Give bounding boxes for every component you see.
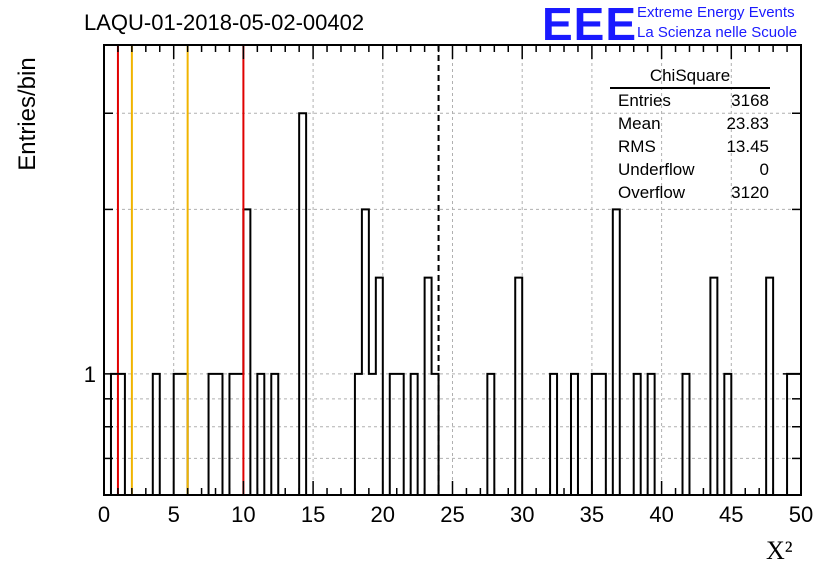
stats-value: 0 bbox=[759, 160, 769, 179]
histogram-bin bbox=[634, 374, 641, 495]
stats-value: 3120 bbox=[731, 183, 769, 202]
stats-row-entries: Entries 3168 bbox=[610, 89, 778, 112]
histogram-bin bbox=[209, 374, 216, 495]
x-tick-label: 10 bbox=[231, 502, 255, 527]
x-tick-label: 0 bbox=[98, 502, 110, 527]
histogram-bin bbox=[236, 374, 243, 495]
histogram-bin bbox=[181, 374, 188, 495]
histogram-bin bbox=[487, 374, 494, 495]
histogram-bin bbox=[571, 374, 578, 495]
histogram-bin bbox=[257, 374, 264, 495]
histogram-bin bbox=[362, 209, 369, 495]
histogram-bin bbox=[271, 374, 278, 495]
stats-label: RMS bbox=[618, 137, 656, 156]
histogram-bin bbox=[724, 374, 731, 495]
histogram-bin bbox=[599, 374, 606, 495]
histogram-bin bbox=[216, 374, 223, 495]
histogram-bin bbox=[432, 374, 439, 495]
stats-box: ChiSquare Entries 3168 Mean 23.83 RMS 13… bbox=[610, 65, 778, 204]
logo-line-2: La Scienza nelle Scuole bbox=[637, 24, 798, 41]
eee-logo: EEE bbox=[542, 0, 638, 50]
chart-title: LAQU-01-2018-05-02-00402 bbox=[84, 10, 365, 35]
histogram-bin bbox=[425, 278, 432, 495]
y-axis-label: Entries/bin bbox=[14, 57, 41, 171]
stats-label: Underflow bbox=[618, 160, 695, 179]
stats-label: Entries bbox=[618, 91, 671, 110]
histogram-bin bbox=[174, 374, 181, 495]
stats-label: Mean bbox=[618, 114, 661, 133]
x-tick-label: 45 bbox=[719, 502, 743, 527]
stats-label: Overflow bbox=[618, 183, 686, 202]
stats-row-overflow: Overflow 3120 bbox=[610, 181, 778, 204]
x-tick-label: 35 bbox=[580, 502, 604, 527]
stats-row-rms: RMS 13.45 bbox=[610, 135, 778, 158]
histogram-bin bbox=[515, 278, 522, 495]
histogram-bin bbox=[376, 278, 383, 495]
stats-value: 13.45 bbox=[726, 137, 769, 156]
histogram-bin bbox=[613, 209, 620, 495]
histogram-bin bbox=[787, 374, 794, 495]
histogram-bin bbox=[411, 374, 418, 495]
histogram-bin bbox=[355, 374, 362, 495]
stats-row-underflow: Underflow 0 bbox=[610, 158, 778, 181]
x-tick-label: 30 bbox=[510, 502, 534, 527]
histogram-bin bbox=[299, 113, 306, 495]
histogram-bin bbox=[683, 374, 690, 495]
histogram-bin bbox=[550, 374, 557, 495]
stats-value: 3168 bbox=[731, 91, 769, 110]
histogram-bin bbox=[794, 374, 801, 495]
x-axis-label: X² bbox=[766, 536, 793, 565]
x-tick-label: 15 bbox=[301, 502, 325, 527]
y-tick-label: 1 bbox=[84, 362, 96, 387]
stats-row-mean: Mean 23.83 bbox=[610, 112, 778, 135]
histogram-bin bbox=[397, 374, 404, 495]
stats-value: 23.83 bbox=[726, 114, 769, 133]
histogram-bin bbox=[118, 374, 125, 495]
histogram-bin bbox=[592, 374, 599, 495]
histogram-bin bbox=[766, 278, 773, 495]
x-tick-label: 25 bbox=[440, 502, 464, 527]
histogram-bin bbox=[111, 374, 118, 495]
x-tick-label: 5 bbox=[168, 502, 180, 527]
histogram-bin bbox=[153, 374, 160, 495]
histogram-bin bbox=[229, 374, 236, 495]
stats-box-title: ChiSquare bbox=[610, 65, 770, 89]
histogram-bin bbox=[369, 374, 376, 495]
x-tick-label: 20 bbox=[371, 502, 395, 527]
x-tick-label: 40 bbox=[649, 502, 673, 527]
x-tick-label: 50 bbox=[789, 502, 813, 527]
histogram-bin bbox=[390, 374, 397, 495]
histogram-bin bbox=[243, 209, 250, 495]
logo-line-1: Extreme Energy Events bbox=[637, 4, 795, 21]
histogram-bin bbox=[648, 374, 655, 495]
histogram-bin bbox=[710, 278, 717, 495]
